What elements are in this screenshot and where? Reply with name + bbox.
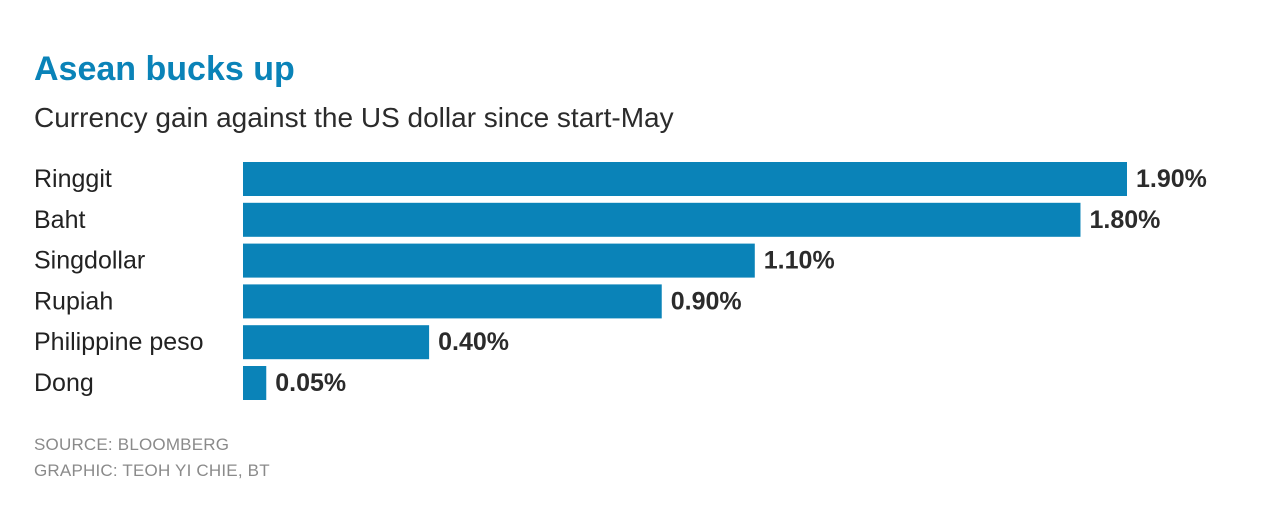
category-label: Ringgit bbox=[34, 165, 112, 193]
bar-ringgit bbox=[243, 162, 1127, 196]
category-label: Singdollar bbox=[34, 247, 145, 275]
value-label: 0.05% bbox=[275, 369, 346, 397]
bar-singdollar bbox=[243, 243, 755, 278]
value-label: 1.80% bbox=[1089, 206, 1160, 234]
category-label: Rupiah bbox=[34, 287, 113, 315]
chart-subtitle: Currency gain against the US dollar sinc… bbox=[34, 102, 674, 133]
chart-footer: SOURCE: BLOOMBERG GRAPHIC: TEOH YI CHIE,… bbox=[34, 432, 270, 484]
bar-baht bbox=[243, 202, 1081, 237]
category-label: Baht bbox=[34, 206, 85, 234]
category-label: Philippine peso bbox=[34, 328, 204, 356]
bar-chart: Ringgit 1.90% Baht 1.80% Singdollar 1.10% Rupi… bbox=[34, 162, 1207, 400]
value-label: 0.40% bbox=[438, 328, 509, 356]
category-label: Dong bbox=[34, 369, 94, 397]
bar-dong bbox=[243, 366, 267, 400]
source-note: SOURCE: BLOOMBERG bbox=[34, 435, 230, 454]
bar-rupiah bbox=[243, 284, 662, 319]
chart-title: Asean bucks up bbox=[34, 50, 295, 88]
value-label: 1.90% bbox=[1136, 165, 1207, 193]
value-label: 0.90% bbox=[671, 287, 742, 315]
bar-philippine-peso bbox=[243, 325, 430, 360]
graphic-credit: GRAPHIC: TEOH YI CHIE, BT bbox=[34, 461, 270, 480]
value-label: 1.10% bbox=[764, 247, 835, 275]
